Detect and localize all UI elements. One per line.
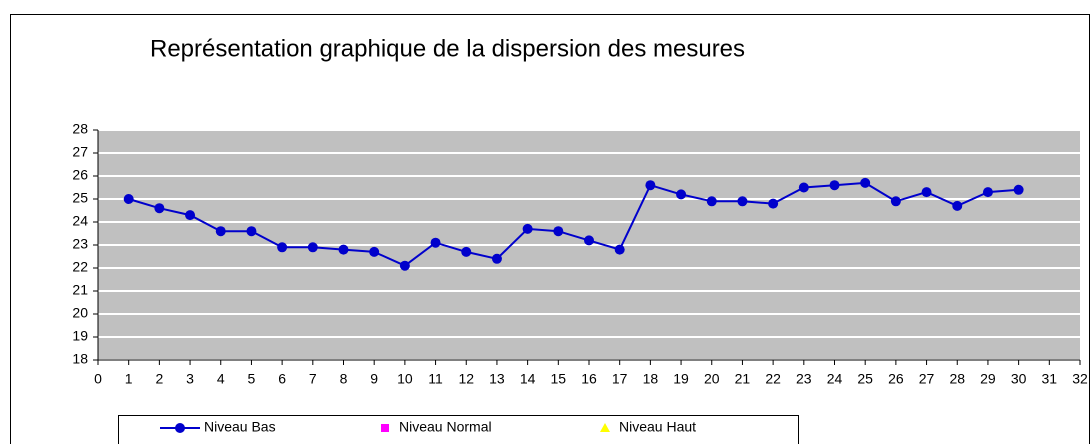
data-point (829, 180, 840, 191)
y-tick-label: 26 (72, 167, 88, 183)
x-tick-label: 10 (397, 371, 413, 387)
x-tick-label: 14 (520, 371, 536, 387)
data-point (676, 189, 687, 200)
data-point (952, 200, 963, 211)
x-tick-label: 19 (673, 371, 689, 387)
x-tick-label: 31 (1042, 371, 1058, 387)
data-point (338, 244, 349, 255)
y-tick-label: 23 (72, 236, 88, 252)
data-point (798, 182, 809, 193)
x-tick-label: 15 (551, 371, 567, 387)
x-tick-label: 18 (643, 371, 659, 387)
x-tick-label: 27 (919, 371, 935, 387)
data-point (491, 253, 502, 264)
x-tick-label: 16 (581, 371, 597, 387)
data-point (890, 196, 901, 207)
legend-marker (175, 423, 185, 433)
x-tick-label: 3 (186, 371, 194, 387)
y-tick-label: 18 (72, 351, 88, 367)
x-tick-label: 12 (458, 371, 474, 387)
data-point (921, 187, 932, 198)
data-point (369, 246, 380, 257)
data-point (461, 246, 472, 257)
x-tick-label: 6 (278, 371, 286, 387)
data-point (553, 226, 564, 237)
chart-title: Représentation graphique de la dispersio… (150, 35, 745, 62)
x-tick-label: 5 (248, 371, 256, 387)
y-tick-label: 19 (72, 328, 88, 344)
x-tick-label: 30 (1011, 371, 1027, 387)
x-tick-label: 8 (340, 371, 348, 387)
x-tick-label: 24 (827, 371, 843, 387)
x-tick-label: 32 (1072, 371, 1088, 387)
data-point (277, 242, 288, 253)
y-tick-label: 20 (72, 305, 88, 321)
data-point (614, 244, 625, 255)
data-point (982, 187, 993, 198)
x-tick-label: 2 (155, 371, 163, 387)
y-tick-label: 25 (72, 190, 88, 206)
y-tick-label: 22 (72, 259, 88, 275)
legend-label: Niveau Normal (399, 419, 492, 435)
x-tick-label: 11 (428, 371, 443, 387)
data-point (768, 198, 779, 209)
y-tick-label: 21 (72, 282, 88, 298)
data-point (246, 226, 257, 237)
data-point (737, 196, 748, 207)
data-point (1013, 184, 1024, 195)
data-point (123, 194, 134, 204)
series-line (128, 181, 1019, 267)
x-tick-label: 25 (857, 371, 873, 387)
data-point (215, 226, 226, 237)
data-point (430, 237, 441, 248)
data-point (522, 223, 533, 234)
data-point (399, 260, 410, 271)
data-point (307, 242, 318, 253)
x-tick-label: 0 (94, 371, 102, 387)
y-tick-label: 27 (72, 144, 88, 160)
legend-box (118, 415, 799, 444)
x-tick-label: 20 (704, 371, 720, 387)
x-tick-label: 28 (949, 371, 965, 387)
data-point (185, 210, 196, 221)
x-tick-label: 1 (125, 371, 133, 387)
data-point (706, 196, 717, 207)
legend-label: Niveau Bas (204, 419, 276, 435)
x-tick-label: 21 (735, 371, 751, 387)
legend-marker (381, 424, 389, 432)
x-tick-label: 22 (765, 371, 781, 387)
x-tick-label: 4 (217, 371, 225, 387)
data-point (154, 203, 165, 214)
x-tick-label: 29 (980, 371, 996, 387)
data-point (584, 235, 594, 246)
x-tick-label: 9 (370, 371, 378, 387)
x-tick-label: 23 (796, 371, 812, 387)
data-point (860, 177, 871, 188)
legend-label: Niveau Haut (619, 419, 696, 435)
y-tick-label: 28 (72, 121, 88, 137)
x-tick-label: 13 (489, 371, 505, 387)
x-tick-label: 17 (612, 371, 628, 387)
x-tick-label: 26 (888, 371, 904, 387)
y-tick-label: 24 (72, 213, 88, 229)
legend-marker (600, 423, 610, 432)
data-point (645, 180, 656, 191)
x-tick-label: 7 (309, 371, 317, 387)
